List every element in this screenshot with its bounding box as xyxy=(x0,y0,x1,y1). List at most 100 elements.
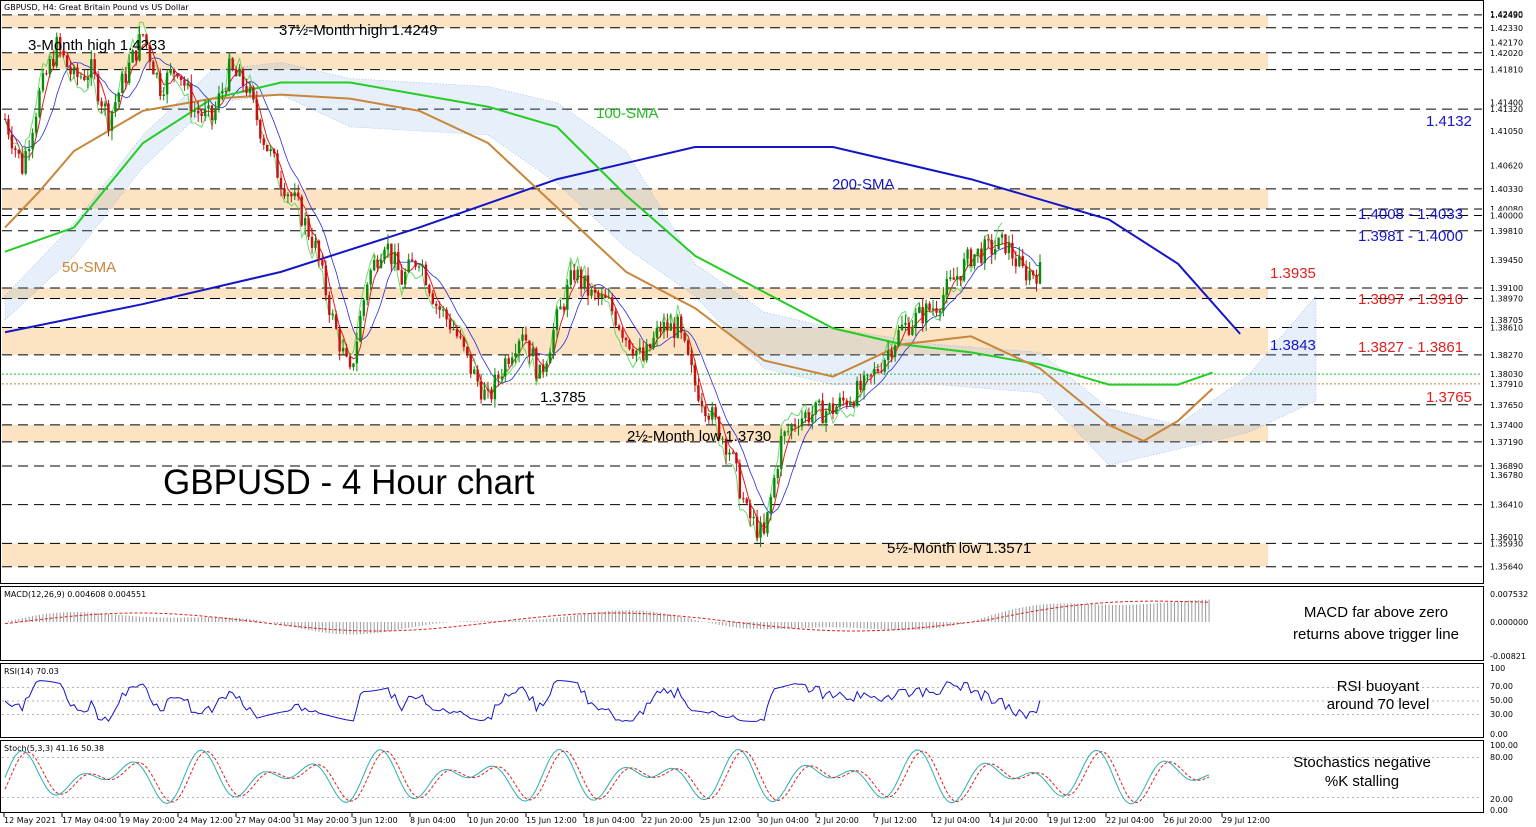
candle-body-32 xyxy=(114,102,117,112)
ichimoku-cloud xyxy=(4,62,1317,466)
price-tick-bg-8 xyxy=(1484,225,1524,236)
candle-body-22 xyxy=(79,76,83,78)
candle-body-9 xyxy=(34,116,38,133)
candle-body-152 xyxy=(528,340,531,357)
candle-body-18 xyxy=(65,55,69,67)
candle-body-158 xyxy=(548,352,552,364)
candle-body-263 xyxy=(911,326,914,335)
annotation-1-3785: 1.3785 xyxy=(540,389,586,406)
candle-body-5 xyxy=(21,153,24,174)
candle-body-134 xyxy=(466,346,469,355)
candle-body-293 xyxy=(1014,258,1018,267)
macd-header: MACD(12,26,9) 0.004608 0.004551 xyxy=(4,590,146,599)
candle-body-66 xyxy=(231,58,234,70)
zone-1 xyxy=(2,52,1268,70)
candle-body-90 xyxy=(314,240,317,248)
candle-body-265 xyxy=(918,307,921,313)
price-tick-label-21: 1.35640 xyxy=(1490,563,1523,572)
candle-body-286 xyxy=(990,239,993,255)
price-tick-bg-9 xyxy=(1484,282,1524,293)
candle-body-292 xyxy=(1011,242,1014,259)
candle-body-144 xyxy=(500,376,503,379)
candle-body-69 xyxy=(241,69,245,87)
zone-3 xyxy=(2,287,1268,299)
candle-body-174 xyxy=(604,294,607,298)
candle-body-206 xyxy=(714,407,717,417)
macd-tick-2: -0.00821 xyxy=(1490,652,1526,661)
candle-body-277 xyxy=(959,276,962,281)
right-label-1-3827: 1.3827 - 1.3861 xyxy=(1358,339,1463,356)
candle-body-208 xyxy=(721,438,724,440)
candle-body-198 xyxy=(686,340,690,355)
candle-body-238 xyxy=(824,411,828,423)
candle-body-37 xyxy=(131,50,134,63)
candle-body-15 xyxy=(55,37,58,67)
candle-body-192 xyxy=(666,322,669,331)
candle-body-60 xyxy=(210,105,214,121)
right-label-1-3843: 1.3843 xyxy=(1270,337,1316,354)
time-label-4: 27 May 04:00 xyxy=(236,816,291,825)
candle-body-44 xyxy=(155,73,158,75)
candle-body-164 xyxy=(569,270,572,285)
candle-body-188 xyxy=(652,337,655,348)
candle-body-36 xyxy=(128,62,131,83)
stoch-tick-2: 20.00 xyxy=(1490,795,1513,804)
time-label-13: 30 Jun 04:00 xyxy=(758,816,809,825)
time-label-16: 12 Jul 04:00 xyxy=(932,816,980,825)
macd-comment-line-2: returns above trigger line xyxy=(1293,626,1459,643)
candle-body-33 xyxy=(117,92,121,103)
candle-body-112 xyxy=(390,243,393,264)
price-tick-label-20: 1.35930 xyxy=(1490,539,1523,548)
price-minor-label-3: 1.41050 xyxy=(1490,127,1523,136)
zone-0 xyxy=(2,14,1268,28)
candle-body-83 xyxy=(290,194,293,197)
annotation-2-month-low: 2½-Month low 1.3730 xyxy=(627,428,771,445)
candle-body-199 xyxy=(690,354,693,366)
candle-body-122 xyxy=(424,264,428,286)
candle-body-267 xyxy=(924,303,928,324)
candle-body-209 xyxy=(724,438,728,455)
candle-body-182 xyxy=(631,348,635,356)
price-tick-label-11: 1.38610 xyxy=(1490,323,1523,332)
candle-body-190 xyxy=(659,327,662,332)
price-minor-label-8: 1.36010 xyxy=(1490,533,1523,542)
main-panel-frame xyxy=(0,0,1484,584)
rsi-comment-line-2: around 70 level xyxy=(1327,696,1430,713)
candle-body-185 xyxy=(642,347,645,361)
candle-body-222 xyxy=(769,497,773,513)
candle-body-146 xyxy=(507,358,510,364)
annotation-50-sma: 50-SMA xyxy=(62,259,116,276)
candle-body-186 xyxy=(645,344,648,361)
candle-body-279 xyxy=(966,249,969,259)
stoch-comment-line-2: %K stalling xyxy=(1325,773,1399,790)
candle-body-124 xyxy=(431,293,434,304)
candle-body-181 xyxy=(628,340,631,349)
time-label-3: 24 May 12:00 xyxy=(178,816,233,825)
right-label-1-3935: 1.3935 xyxy=(1270,265,1316,282)
candle-body-213 xyxy=(738,463,742,499)
candle-body-287 xyxy=(993,249,997,255)
stoch-tick-1: 80.00 xyxy=(1490,753,1513,762)
candle-body-269 xyxy=(931,308,935,310)
time-label-0: 12 May 2021 xyxy=(4,816,56,825)
candle-body-14 xyxy=(52,59,55,67)
candle-body-56 xyxy=(197,110,200,114)
price-tick-label-5: 1.40330 xyxy=(1490,185,1523,194)
candle-body-163 xyxy=(566,284,569,310)
candle-body-68 xyxy=(238,69,241,77)
annotation-3-month-high: 3-Month high 1.4233 xyxy=(28,37,166,54)
stoch-panel-frame xyxy=(0,740,1484,813)
candle-body-141 xyxy=(490,389,493,400)
candle-body-229 xyxy=(793,424,797,427)
candle-body-296 xyxy=(1025,265,1028,281)
candle-body-215 xyxy=(745,498,748,504)
candle-body-150 xyxy=(521,334,524,341)
candle-body-42 xyxy=(148,44,152,62)
candle-body-19 xyxy=(69,66,72,75)
candle-body-225 xyxy=(780,435,783,470)
macd-panel-frame xyxy=(0,586,1484,661)
candle-body-67 xyxy=(234,69,238,77)
candle-body-85 xyxy=(297,192,300,197)
price-minor-label-0: 1.42490 xyxy=(1490,10,1523,19)
time-axis: 12 May 2021 17 May 04:00 19 May 20:00 24 Ma… xyxy=(3,813,1270,825)
